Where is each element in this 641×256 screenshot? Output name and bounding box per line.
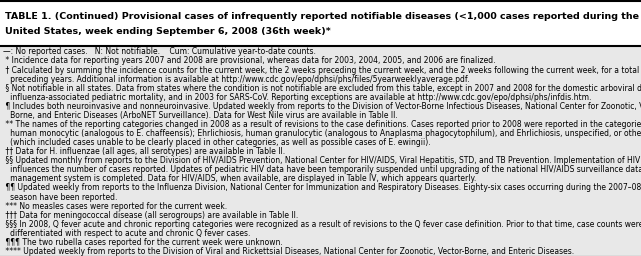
Text: † Calculated by summing the incidence counts for the current week, the 2 weeks p: † Calculated by summing the incidence co…: [3, 66, 641, 74]
FancyBboxPatch shape: [0, 46, 641, 256]
Text: management system is completed. Data for HIV/AIDS, when available, are displayed: management system is completed. Data for…: [3, 174, 476, 183]
Text: —: No reported cases.   N: Not notifiable.    Cum: Cumulative year-to-date count: —: No reported cases. N: Not notifiable.…: [3, 47, 316, 56]
Text: (which included cases unable to be clearly placed in other categories, as well a: (which included cases unable to be clear…: [3, 138, 431, 147]
Text: ¶¶¶ The two rubella cases reported for the current week were unknown.: ¶¶¶ The two rubella cases reported for t…: [3, 238, 283, 247]
Text: human monocytic (analogous to E. chaffeensis); Ehrlichiosis, human granulocytic : human monocytic (analogous to E. chaffee…: [3, 129, 641, 138]
Text: ** The names of the reporting categories changed in 2008 as a result of revision: ** The names of the reporting categories…: [3, 120, 641, 129]
Text: †† Data for H. influenzae (all ages, all serotypes) are available in Table II.: †† Data for H. influenzae (all ages, all…: [3, 147, 285, 156]
Text: ¶ Includes both neuroinvasive and nonneuroinvasive. Updated weekly from reports : ¶ Includes both neuroinvasive and nonneu…: [3, 102, 641, 111]
Text: §§§ In 2008, Q fever acute and chronic reporting categories were recognized as a: §§§ In 2008, Q fever acute and chronic r…: [3, 220, 641, 229]
Text: influences the number of cases reported. Updates of pediatric HIV data have been: influences the number of cases reported.…: [3, 165, 641, 174]
Text: §§ Updated monthly from reports to the Division of HIV/AIDS Prevention, National: §§ Updated monthly from reports to the D…: [3, 156, 641, 165]
Text: TABLE 1. (Continued) Provisional cases of infrequently reported notifiable disea: TABLE 1. (Continued) Provisional cases o…: [5, 12, 641, 20]
Text: United States, week ending September 6, 2008 (36th week)*: United States, week ending September 6, …: [5, 27, 331, 36]
Text: influenza-associated pediatric mortality, and in 2003 for SARS-CoV. Reporting ex: influenza-associated pediatric mortality…: [3, 93, 592, 102]
Text: Borne, and Enteric Diseases (ArboNET Surveillance). Data for West Nile virus are: Borne, and Enteric Diseases (ArboNET Sur…: [3, 111, 398, 120]
Text: preceding years. Additional information is available at http://www.cdc.gov/epo/d: preceding years. Additional information …: [3, 74, 470, 83]
Text: season have been reported.: season have been reported.: [3, 193, 117, 201]
Text: § Not notifiable in all states. Data from states where the condition is not noti: § Not notifiable in all states. Data fro…: [3, 84, 641, 93]
Text: * Incidence data for reporting years 2007 and 2008 are provisional, whereas data: * Incidence data for reporting years 200…: [3, 56, 495, 66]
Text: **** Updated weekly from reports to the Division of Viral and Rickettsial Diseas: **** Updated weekly from reports to the …: [3, 247, 574, 256]
Text: ††† Data for meningococcal disease (all serogroups) are available in Table II.: ††† Data for meningococcal disease (all …: [3, 211, 299, 220]
Text: ¶¶ Updated weekly from reports to the Influenza Division, National Center for Im: ¶¶ Updated weekly from reports to the In…: [3, 184, 641, 193]
FancyBboxPatch shape: [0, 0, 641, 46]
Text: differentiated with respect to acute and chronic Q fever cases.: differentiated with respect to acute and…: [3, 229, 251, 238]
Text: *** No measles cases were reported for the current week.: *** No measles cases were reported for t…: [3, 201, 228, 211]
